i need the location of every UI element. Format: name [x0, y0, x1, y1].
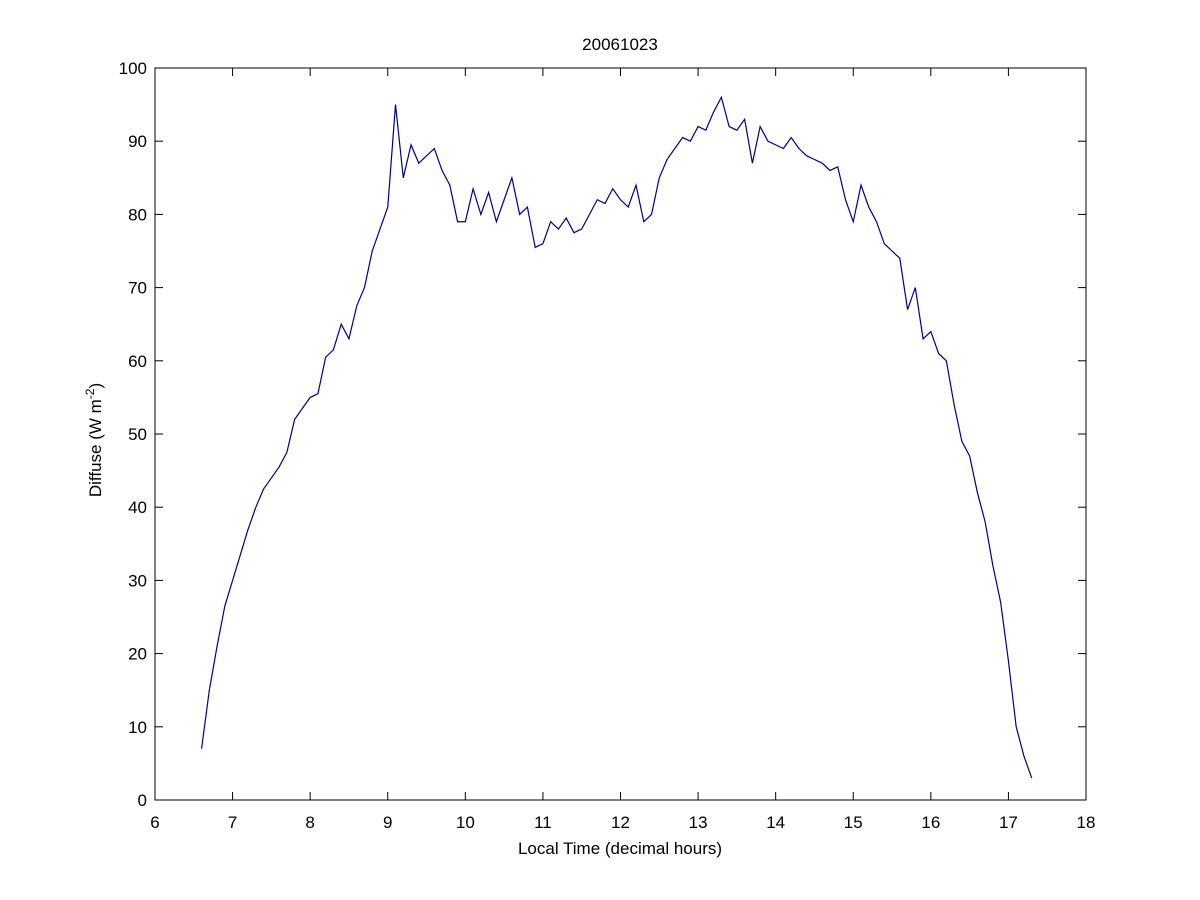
y-axis-label-end: )	[86, 383, 105, 389]
x-axis-label: Local Time (decimal hours)	[518, 839, 722, 858]
x-tick-label: 12	[611, 813, 630, 832]
x-tick-label: 6	[150, 813, 159, 832]
y-tick-label: 70	[128, 279, 147, 298]
x-tick-label: 13	[689, 813, 708, 832]
y-tick-label: 50	[128, 425, 147, 444]
y-tick-label: 20	[128, 645, 147, 664]
y-tick-label: 60	[128, 352, 147, 371]
x-tick-label: 9	[383, 813, 392, 832]
data-line	[200, 95, 1033, 779]
y-tick-label: 0	[138, 791, 147, 810]
x-tick-label: 7	[228, 813, 237, 832]
chart-title: 20061023	[582, 35, 658, 54]
y-tick-label: 10	[128, 718, 147, 737]
x-tick-label: 14	[766, 813, 785, 832]
x-tick-label: 16	[921, 813, 940, 832]
y-tick-label: 80	[128, 205, 147, 224]
y-axis-label: Diffuse (W m-2)	[83, 383, 105, 497]
x-tick-label: 18	[1077, 813, 1096, 832]
x-tick-label: 8	[305, 813, 314, 832]
y-tick-label: 40	[128, 498, 147, 517]
y-tick-label: 100	[119, 59, 147, 78]
y-tick-label: 90	[128, 132, 147, 151]
y-tick-label: 30	[128, 571, 147, 590]
y-axis-label-main: Diffuse (W m	[86, 399, 105, 497]
x-tick-label: 10	[456, 813, 475, 832]
x-tick-label: 15	[844, 813, 863, 832]
y-axis-label-sup: -2	[83, 388, 97, 399]
x-tick-label: 11	[534, 813, 552, 832]
x-tick-label: 17	[999, 813, 1018, 832]
